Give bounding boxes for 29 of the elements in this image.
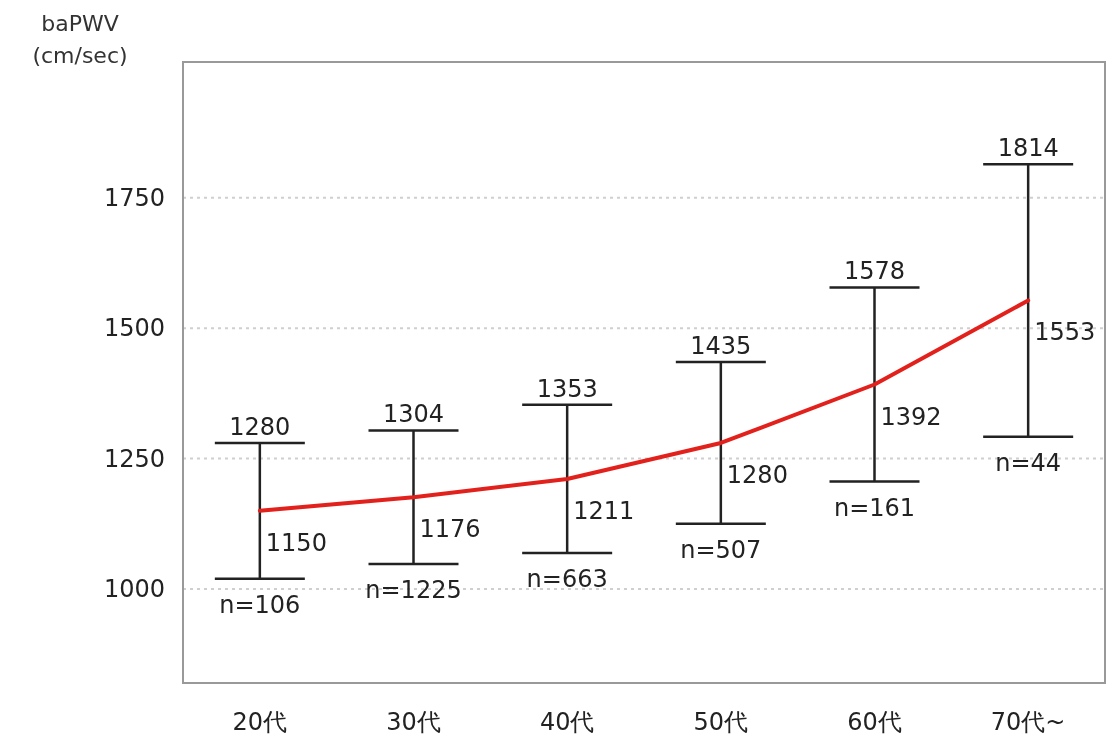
annotation: n=663: [526, 565, 608, 594]
annotation: n=106: [219, 590, 301, 619]
annotation: n=44: [995, 448, 1062, 477]
data-label: 1553: [1034, 318, 1096, 347]
annotation: 1353: [536, 374, 598, 403]
annotation: 1814: [997, 134, 1059, 163]
y-axis-title: baPWV (cm/sec): [31, 10, 129, 70]
annotation: 1435: [690, 332, 752, 361]
y-tick-label: 1250: [103, 444, 165, 473]
annotation: n=161: [833, 493, 916, 522]
y-tick-label: 1000: [103, 575, 165, 604]
annotation: n=507: [680, 535, 762, 564]
y-tick-label: 1500: [103, 314, 165, 343]
x-tick-label: 30代: [386, 708, 441, 736]
data-label: 1392: [880, 402, 942, 431]
x-tick-label: 20代: [232, 708, 288, 736]
annotation: 1280: [229, 412, 291, 441]
data-label: 1150: [265, 528, 327, 557]
annotation: 1578: [843, 257, 906, 286]
data-label: 1280: [726, 460, 788, 489]
x-tick-label: 40代: [539, 708, 595, 736]
y-tick-label: 1750: [103, 183, 165, 212]
x-tick-label: 50代: [693, 708, 749, 736]
annotation: n=1225: [365, 576, 462, 605]
x-tick-label: 60代: [847, 708, 902, 736]
annotation: 1304: [382, 400, 445, 429]
data-label: 1176: [419, 515, 481, 544]
x-tick-label: 70代~: [990, 708, 1066, 736]
data-label: 1211: [573, 496, 635, 525]
